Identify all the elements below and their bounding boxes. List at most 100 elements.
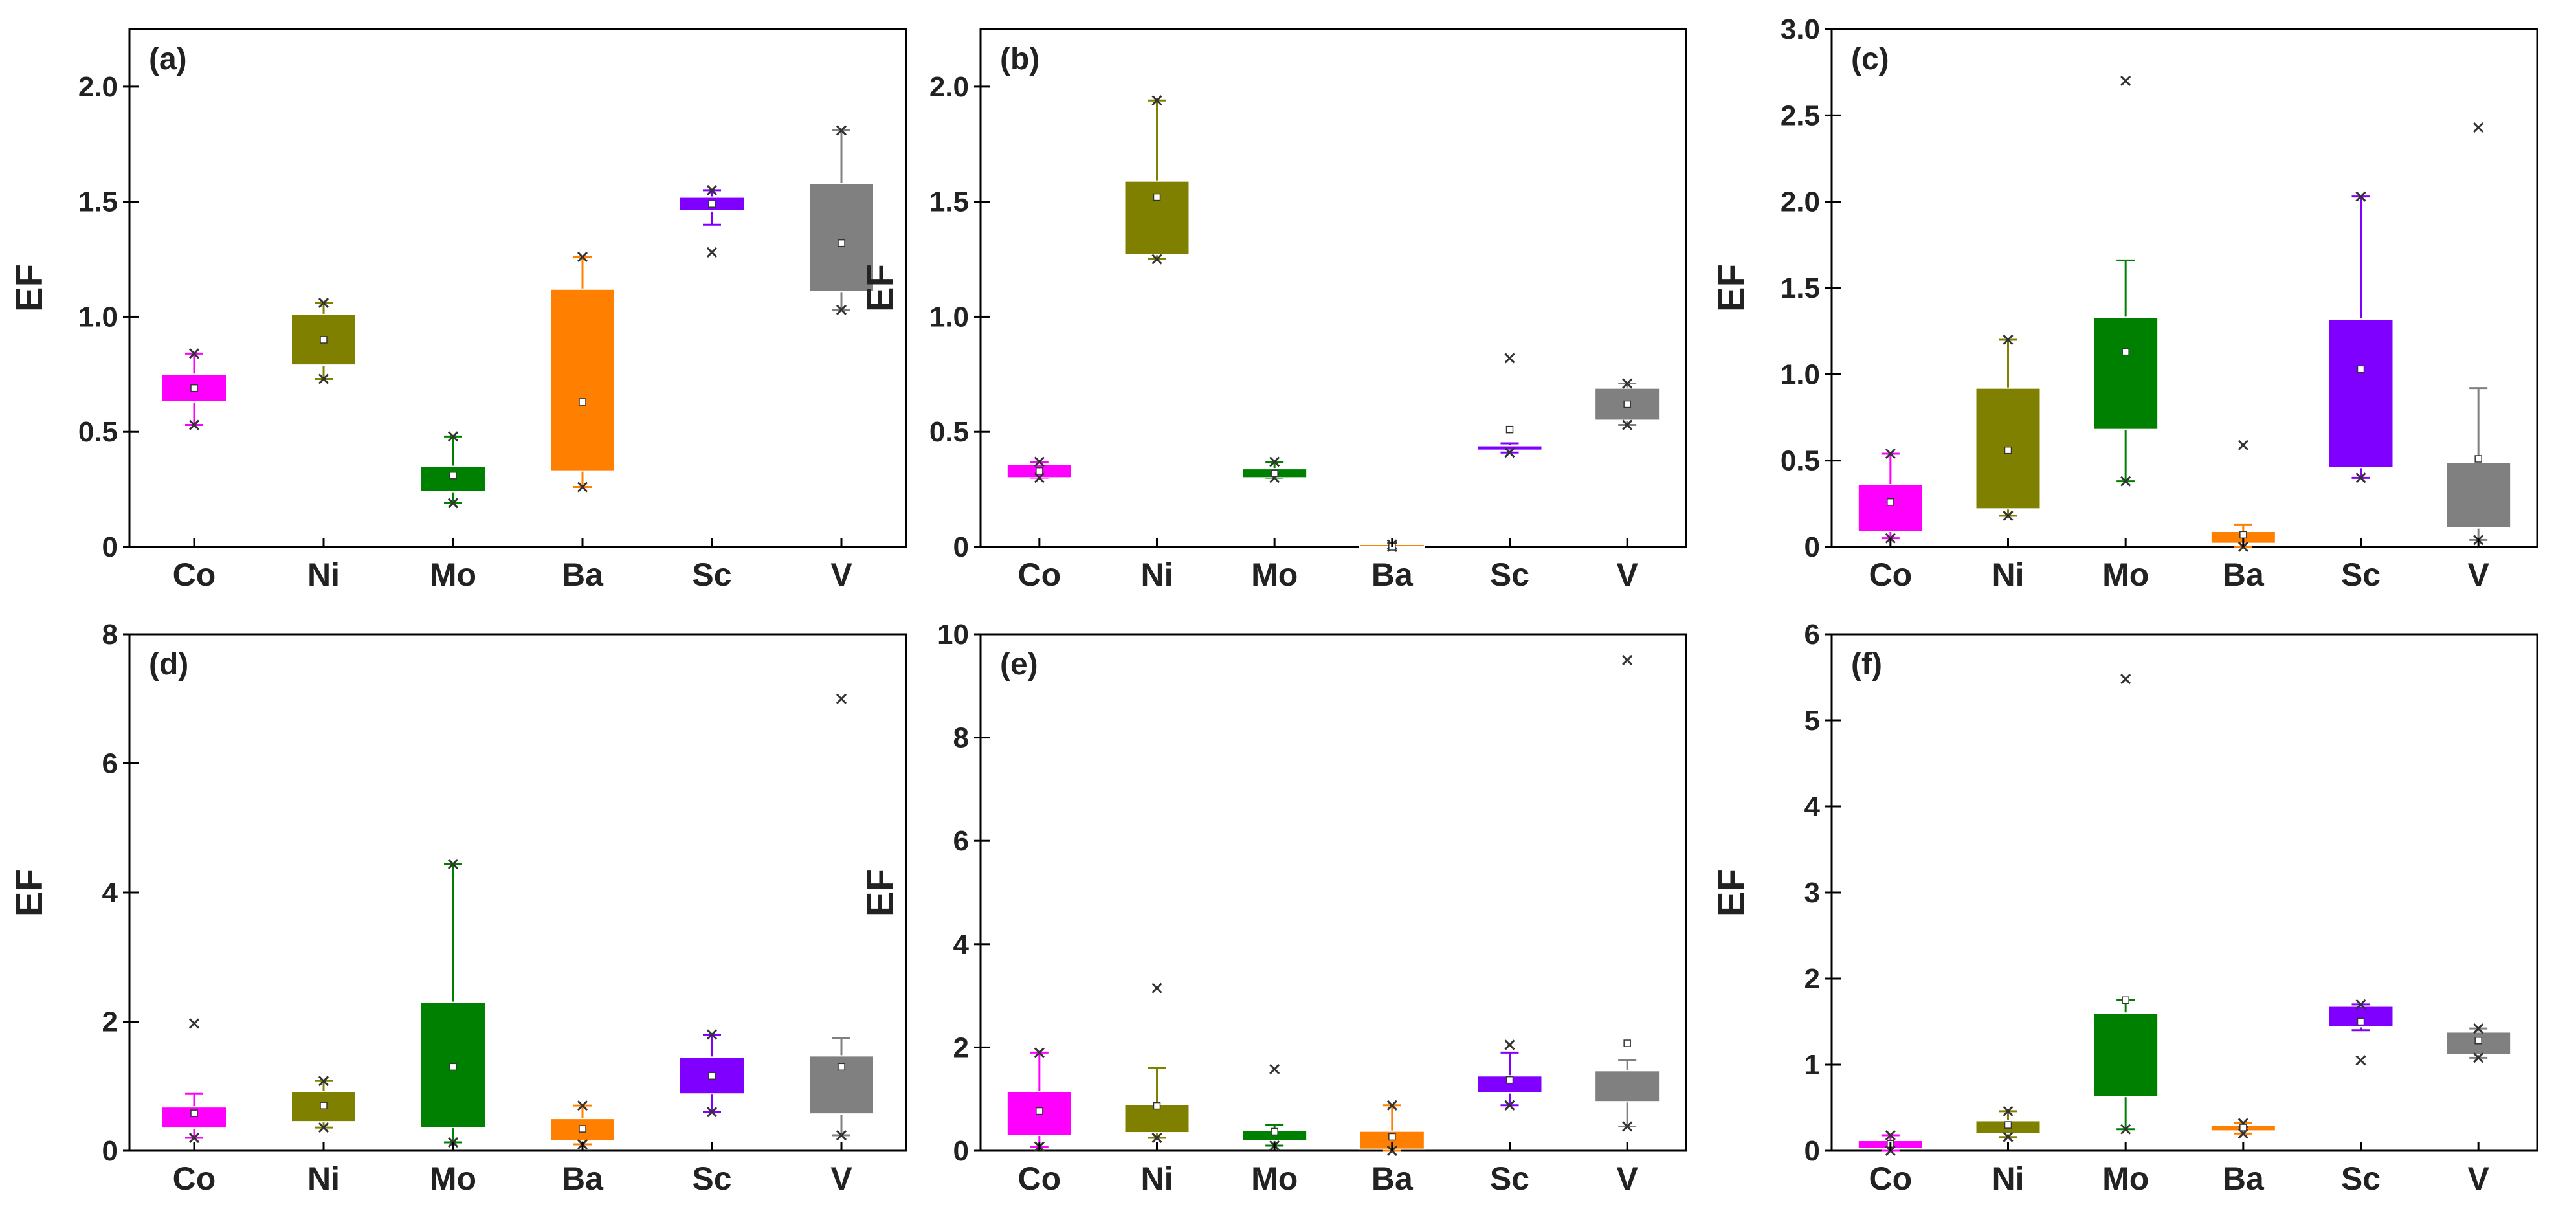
x-tick-label: Ni: [1141, 1160, 1173, 1197]
y-axis-label: EF: [8, 869, 50, 916]
min-marker: [1151, 254, 1162, 265]
mean-marker: [1036, 1107, 1043, 1115]
y-tick-label: 2.0: [1781, 186, 1820, 218]
mean-marker: [2122, 348, 2129, 356]
y-tick-label: 2: [953, 1032, 969, 1063]
plot-frame: [979, 28, 1687, 548]
x-tick-label: Sc: [2341, 557, 2381, 593]
x-tick-label: Co: [173, 557, 216, 593]
x-tick-label: V: [1616, 1160, 1638, 1197]
box-mo: [420, 859, 486, 1148]
box-v: [1594, 654, 1661, 1132]
mean-marker: [579, 398, 586, 406]
x-tick-label: Ba: [2223, 1160, 2265, 1197]
y-tick-label: 1.5: [1781, 272, 1820, 304]
iqr-box: [2445, 461, 2512, 529]
y-tick-label: 0: [102, 1135, 118, 1167]
y-tick-label: 2.0: [78, 71, 118, 103]
x-tick-label: Mo: [430, 1160, 476, 1197]
y-tick-label: 0.5: [1781, 445, 1820, 477]
min-marker: [2003, 1131, 2014, 1142]
panel-label: (c): [1851, 42, 1889, 76]
y-tick-label: 2.0: [929, 71, 969, 103]
box-ni: [1975, 334, 2041, 522]
y-tick-label: 0: [953, 1135, 969, 1167]
x-tick-label: Ni: [1992, 557, 2025, 593]
box-sc: [1476, 1039, 1543, 1111]
x-tick-label: Sc: [692, 557, 731, 593]
min-marker: [2473, 1052, 2484, 1063]
x-tick-label: V: [1616, 557, 1638, 593]
iqr-box: [1857, 484, 1924, 532]
panel-label: (d): [149, 647, 188, 682]
box-mo: [1241, 456, 1308, 483]
min-marker: [1151, 1132, 1162, 1144]
y-tick-label: 2.5: [1781, 100, 1820, 131]
min-marker: [706, 247, 718, 258]
box-co: [1006, 456, 1072, 483]
min-marker: [836, 304, 847, 315]
box-sc: [2327, 999, 2394, 1066]
mean-marker: [708, 1072, 716, 1080]
iqr-box: [2093, 316, 2159, 430]
y-tick-label: 3.0: [1781, 14, 1820, 45]
mean-marker: [838, 239, 845, 247]
iqr-box: [808, 183, 874, 293]
max-marker: [318, 1076, 329, 1087]
max-marker: [2473, 1023, 2484, 1034]
y-tick-label: 1.0: [929, 301, 969, 333]
mean-marker: [1153, 1102, 1161, 1110]
max-marker: [2237, 439, 2248, 450]
max-marker: [1386, 1100, 1397, 1111]
x-tick-label: Co: [1869, 1160, 1913, 1197]
box-ba: [2210, 1118, 2276, 1139]
max-marker: [1622, 378, 1633, 389]
x-tick-label: Ni: [307, 557, 340, 593]
iqr-box: [1594, 1070, 1661, 1103]
x-tick-label: Sc: [2341, 1160, 2381, 1197]
x-tick-label: Mo: [1251, 1160, 1298, 1197]
mean-marker: [320, 336, 328, 344]
iqr-box: [1124, 180, 1190, 256]
box-v: [1594, 378, 1661, 430]
box-sc: [679, 1029, 745, 1118]
x-tick-label: Co: [173, 1160, 216, 1197]
mean-marker: [1388, 1133, 1396, 1141]
min-marker: [188, 1132, 200, 1144]
y-axis-label: EF: [1711, 264, 1753, 312]
box-sc: [679, 184, 745, 258]
y-tick-label: 1.5: [929, 186, 969, 218]
min-marker: [2120, 1124, 2131, 1135]
min-marker: [318, 373, 329, 384]
mean-marker: [1153, 193, 1161, 201]
max-marker: [188, 348, 200, 359]
mean-marker: [2474, 1037, 2482, 1045]
mean-marker: [1036, 467, 1043, 475]
y-tick-label: 1.5: [78, 186, 118, 218]
y-tick-label: 0: [1804, 531, 1820, 563]
mean-marker: [449, 1063, 457, 1071]
y-tick-label: 2: [102, 1006, 118, 1038]
x-tick-label: Ni: [1141, 557, 1173, 593]
x-tick-label: Sc: [692, 1160, 731, 1197]
panel-label: (f): [1851, 647, 1882, 682]
max-marker: [2355, 191, 2366, 202]
max-marker: [1034, 1047, 1045, 1058]
panel-d: 0 2 4 6 8 EF (d) Co Ni Mo Ba Sc V: [8, 619, 907, 1197]
y-tick-label: 3: [1804, 877, 1820, 909]
x-tick-label: Co: [1018, 1160, 1061, 1197]
y-tick-label: 0.5: [929, 416, 969, 448]
y-tick-label: 4: [953, 929, 970, 960]
x-tick-label: V: [830, 1160, 852, 1197]
max-marker: [706, 184, 718, 195]
min-marker: [2355, 472, 2366, 483]
max-marker: [1269, 456, 1280, 467]
max-marker: [1622, 654, 1633, 665]
max-marker: [1885, 448, 1896, 460]
box-ni: [291, 1076, 357, 1133]
max-marker: [1885, 1129, 1896, 1141]
x-tick-label: Ba: [562, 557, 604, 593]
max-marker: [2473, 122, 2484, 133]
panel-b: 0 0.5 1.0 1.5 2.0 EF (b) Co Ni Mo Ba Sc V: [860, 28, 1687, 593]
